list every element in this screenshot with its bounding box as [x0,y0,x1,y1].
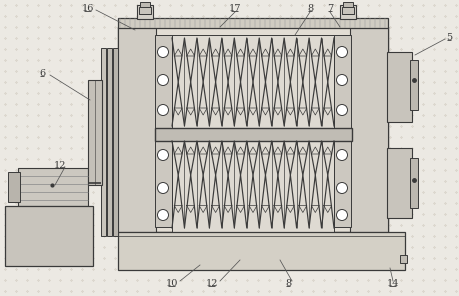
Bar [118,27,156,232]
Bar [386,148,411,218]
Circle shape [336,75,347,86]
Bar [155,35,173,227]
Circle shape [336,104,347,115]
Bar [113,48,118,236]
Bar [332,35,350,227]
Bar [139,7,151,14]
Bar [386,52,411,122]
Text: 14: 14 [386,279,398,287]
Text: 12: 12 [54,160,66,170]
Bar [118,18,387,28]
Circle shape [157,210,168,221]
Circle shape [157,46,168,57]
Bar [118,27,387,232]
Bar [137,5,153,19]
Bar [18,168,88,206]
Circle shape [157,75,168,86]
Bar [155,128,351,141]
Text: 16: 16 [82,4,94,12]
Bar [88,80,102,185]
Bar [409,158,417,208]
Bar [399,255,406,263]
Text: 5: 5 [445,33,451,41]
Circle shape [336,149,347,160]
Bar [339,5,355,19]
Bar [8,172,20,202]
Bar [341,7,353,14]
Text: 6: 6 [39,68,45,78]
Circle shape [336,210,347,221]
Circle shape [157,183,168,194]
Bar [409,60,417,110]
Circle shape [336,183,347,194]
Text: 8: 8 [284,279,291,287]
Text: 7: 7 [326,4,332,12]
Bar [140,2,150,7]
Bar [342,2,352,7]
Text: 12: 12 [205,279,218,287]
Circle shape [336,46,347,57]
Bar [101,48,106,236]
Circle shape [157,104,168,115]
Bar [172,35,333,232]
Text: 17: 17 [228,4,241,12]
Bar [349,27,387,232]
Bar [5,206,93,266]
Text: 8: 8 [306,4,313,12]
Bar [107,48,112,236]
Text: 10: 10 [165,279,178,287]
Circle shape [157,149,168,160]
Bar [118,232,404,270]
